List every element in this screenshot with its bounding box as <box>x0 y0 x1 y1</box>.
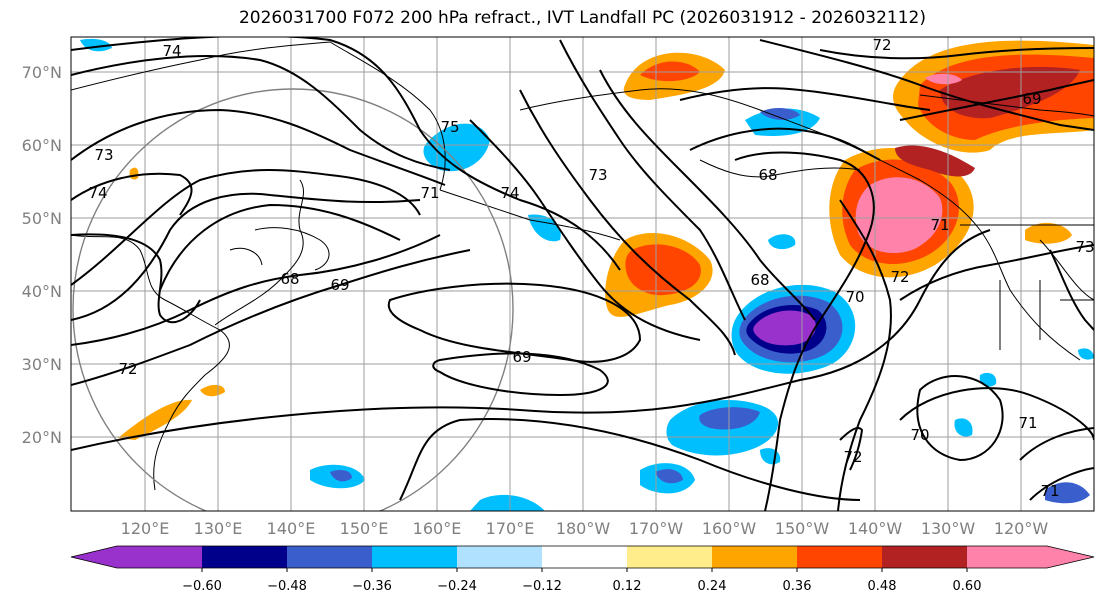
svg-text:74: 74 <box>500 184 519 202</box>
svg-text:73: 73 <box>94 146 113 164</box>
colorbar-segment <box>712 546 797 568</box>
colorbar-tick-label: 0.48 <box>868 579 897 594</box>
lon-label: 140°E <box>267 519 316 538</box>
reference-circle <box>72 88 514 511</box>
svg-text:72: 72 <box>872 36 891 54</box>
contour-labels: 72 74 73 74 75 74 73 68 71 69 68 70 69 7… <box>88 36 1094 500</box>
svg-text:75: 75 <box>440 118 459 136</box>
lat-label-30: 30°N <box>22 355 62 374</box>
colorbar-tick-label: 0.60 <box>953 579 982 594</box>
lon-label: 150°E <box>340 519 389 538</box>
svg-text:72: 72 <box>890 268 909 286</box>
lat-label-20: 20°N <box>22 428 62 447</box>
colorbar-tick-label: 0.12 <box>613 579 642 594</box>
colorbar-tick-label: 0.24 <box>698 579 727 594</box>
colorbar-tick-label: −0.24 <box>437 579 477 594</box>
svg-text:74: 74 <box>88 184 107 202</box>
colorbar-tick-label: −0.60 <box>182 579 222 594</box>
svg-text:70: 70 <box>910 426 929 444</box>
svg-text:72: 72 <box>118 360 137 378</box>
svg-text:70: 70 <box>845 288 864 306</box>
coastlines <box>71 41 1094 491</box>
svg-text:69: 69 <box>512 348 531 366</box>
svg-text:68: 68 <box>280 270 299 288</box>
colorbar-extend-max <box>1047 546 1094 568</box>
colorbar-extend-min <box>71 546 117 568</box>
lon-label: 150°W <box>775 519 830 538</box>
colorbar-tick-label: −0.12 <box>522 579 562 594</box>
svg-text:68: 68 <box>758 166 777 184</box>
colorbar: −0.60 −0.48 −0.36 −0.24 −0.12 0.12 0.24 … <box>70 545 1095 594</box>
svg-text:71: 71 <box>930 216 949 234</box>
lat-label-70: 70°N <box>22 63 62 82</box>
map-title: 2026031700 F072 200 hPa refract., IVT La… <box>238 8 926 28</box>
colorbar-tick-label: −0.48 <box>267 579 307 594</box>
lon-label: 130°W <box>921 519 976 538</box>
colorbar-tick-label: −0.36 <box>352 579 392 594</box>
lon-label: 170°W <box>629 519 684 538</box>
lat-label-50: 50°N <box>22 209 62 228</box>
lon-label: 160°W <box>702 519 757 538</box>
svg-text:69: 69 <box>330 276 349 294</box>
colorbar-segment <box>287 546 372 568</box>
svg-text:71: 71 <box>1018 414 1037 432</box>
svg-text:73: 73 <box>1075 238 1094 256</box>
lat-label-60: 60°N <box>22 136 62 155</box>
svg-text:73: 73 <box>588 166 607 184</box>
colorbar-segment <box>202 546 287 568</box>
lon-label: 140°W <box>848 519 903 538</box>
colorbar-segment <box>797 546 882 568</box>
lon-label: 170°E <box>486 519 535 538</box>
svg-text:69: 69 <box>1022 90 1041 108</box>
colorbar-tick-label: 0.36 <box>783 579 812 594</box>
lon-label: 180°W <box>556 519 611 538</box>
map-border <box>70 36 1095 512</box>
lon-label: 120°W <box>994 519 1049 538</box>
lon-label: 130°E <box>194 519 243 538</box>
svg-text:74: 74 <box>162 42 181 60</box>
lat-label-40: 40°N <box>22 282 62 301</box>
refractivity-contours <box>71 37 1094 511</box>
colorbar-segment <box>882 546 967 568</box>
latitude-labels: 70°N 60°N 50°N 40°N 30°N 20°N <box>22 63 62 447</box>
colorbar-segment <box>627 546 712 568</box>
svg-text:72: 72 <box>843 448 862 466</box>
colorbar-segment <box>117 546 202 568</box>
colorbar-segment <box>372 546 457 568</box>
svg-text:71: 71 <box>420 184 439 202</box>
longitude-labels: 120°E 130°E 140°E 150°E 160°E 170°E 180°… <box>121 519 1049 538</box>
lon-label: 120°E <box>121 519 170 538</box>
colorbar-segment <box>542 546 627 568</box>
lon-label: 160°E <box>413 519 462 538</box>
svg-text:71: 71 <box>1040 482 1059 500</box>
colorbar-segment <box>967 546 1047 568</box>
svg-text:68: 68 <box>750 271 769 289</box>
colorbar-segment <box>457 546 542 568</box>
